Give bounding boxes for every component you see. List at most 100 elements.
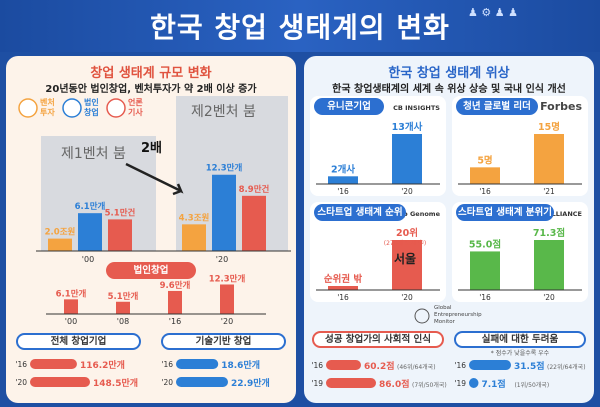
corp-bar-label-2: 9.6만개 [160,280,191,291]
social-rank-1: (7위/50개국) [412,381,447,389]
legend-label-2: 기사 [128,107,143,117]
tech-tick-0: '16 [161,360,173,369]
legend-label-1: 창업 [84,107,99,117]
forbes-bar-0 [470,167,500,184]
tech-bar-label-0: 18.6만개 [221,359,260,371]
unicorn-brand: CB INSIGHTS [393,104,440,112]
title-bar [0,0,600,52]
right-charts: 2개사 '16 13개사 '20 CB INSIGHTS 5명 '16 15명 '21 Forbe… [311,100,586,390]
mood-bar-label-0: 55.0점 [469,238,501,250]
legend-label-1: 법인 [84,97,99,107]
unicorn-bar-0 [328,176,358,184]
corp-tick-1: '08 [117,317,129,326]
legend-icon-2 [106,98,126,118]
unicorn-title: 유니콘기업 [314,98,384,115]
social-tick-0: '16 [311,361,323,370]
fear-tick-1: '19 [454,379,466,388]
bar-label-0-1: 4.3조원 [179,212,210,223]
total-bar-label-1: 148.5만개 [93,377,138,389]
bar-0-0 [48,238,72,251]
legend-label-0: 투자 [40,107,55,117]
corp-tick-2: '16 [169,317,181,326]
rank-note: (270개 도시 中) [384,239,427,247]
corp-tick-0: '00 [65,317,77,326]
forbes-title: 청년 글로벌 리더 [456,98,538,115]
corp-bar-label-3: 12.3만개 [209,273,246,284]
total-bar-label-0: 116.2만개 [80,359,125,371]
rank-title: 스타트업 생태계 순위 [314,204,406,221]
forbes-brand: Forbes [540,100,582,113]
gem-label-1: Entrepreneurship [434,312,482,318]
tech-bar-label-1: 22.9만개 [231,377,270,389]
rank-brand: Startup Genome [380,210,441,218]
left-panel: 창업 생태계 규모 변화 20년동안 법인창업, 벤처투자가 약 2배 이상 증… [6,56,296,403]
bar-label-2-0: 5.1만건 [105,207,136,218]
fear-bar-label-1: 7.1점 [481,378,505,390]
social-title: 성공 창업가의 사회적 인식 [312,331,444,348]
gem-label-2: Monitor [434,319,456,325]
bar-2-1 [242,195,266,251]
right-panel: 한국 창업 생태계 위상 한국 창업생태계의 세계 속 위상 상승 및 국내 인… [304,56,594,403]
left-panel-title: 창업 생태계 규모 변화 [90,66,212,81]
page-title: 한국 창업 생태계의 변화 [150,11,450,44]
boom1-label: 제1벤처 붐 [61,146,126,162]
bar-label-1-1: 12.3만개 [206,163,243,174]
fear-bar-1 [469,378,479,388]
forbes-bar-1 [534,134,564,184]
bar-0-1 [182,224,206,251]
total-tick-0: '16 [15,360,27,369]
corp-title: 법인창업 [106,262,196,279]
bar-label-2-1: 8.9만건 [239,184,270,195]
people-illustration: ♟ ⚙ ♟ ♟ [468,6,518,19]
right-subtitle: 한국 창업생태계의 세계 속 위상 상승 및 국내 인식 개선 [332,84,566,95]
corp-bar-2 [168,290,182,314]
corp-bar-0 [64,299,78,314]
forbes-tick-1: '21 [543,187,555,196]
fear-note: * 점수가 낮을수록 우수 [491,349,550,357]
mood-tick-1: '20 [543,293,555,302]
unicorn-tick-0: '16 [337,187,349,196]
legend-label-2: 언론 [128,97,143,107]
tech-bar-1 [176,377,228,387]
fear-title: 실패에 대한 두려움 [454,331,586,348]
main-tick-0: '00 [82,255,94,264]
fear-rank-0: (22위/64개국) [547,363,586,371]
double-label: 2배 [141,140,162,156]
social-bar-0 [326,360,361,370]
social-bar-label-0: 60.2점 [364,360,395,372]
rank-bar-label-1: 20위 [396,227,418,239]
legend-icon-1 [62,98,82,118]
bar-1-1 [212,174,236,251]
mood-tick-0: '16 [479,293,491,302]
bar-label-0-0: 2.0조원 [45,227,76,238]
total-bar-0 [30,359,77,369]
bar-1-0 [78,213,102,251]
legend-label-0: 벤처 [40,97,55,107]
fear-tick-0: '16 [454,361,466,370]
rank-bar-1 [392,240,422,290]
main-tick-1: '20 [216,255,228,264]
social-rank-0: (46위/64개국) [397,363,436,371]
tech-tick-1: '20 [161,378,173,387]
social-bar-1 [326,378,376,388]
legend-icon-0 [18,98,38,118]
tech-title: 기술기반 창업 [161,333,286,350]
social-tick-1: '19 [311,379,323,388]
forbes-tick-0: '16 [479,187,491,196]
corp-bar-label-1: 5.1만개 [108,291,139,302]
corp-bar-1 [116,301,130,314]
boom2-label: 제2벤처 붐 [191,104,256,120]
tech-bar-0 [176,359,219,369]
mood-bar-label-1: 71.3점 [533,227,565,239]
social-bar-label-1: 86.0점 [379,378,410,390]
gem-icon [414,308,430,324]
total-tick-1: '20 [15,378,27,387]
rank-city: 서울 [394,251,416,266]
mood-title: 스타트업 생태계 분위기 [456,204,554,221]
corp-bar-label-0: 6.1만개 [56,288,87,299]
corp-bar-3 [220,284,234,314]
fear-bar-label-0: 31.5점 [514,360,545,372]
rank-bar-label-0: 순위권 밖 [324,273,363,285]
rank-tick-1: '20 [401,293,413,302]
total-bar-1 [30,377,90,387]
